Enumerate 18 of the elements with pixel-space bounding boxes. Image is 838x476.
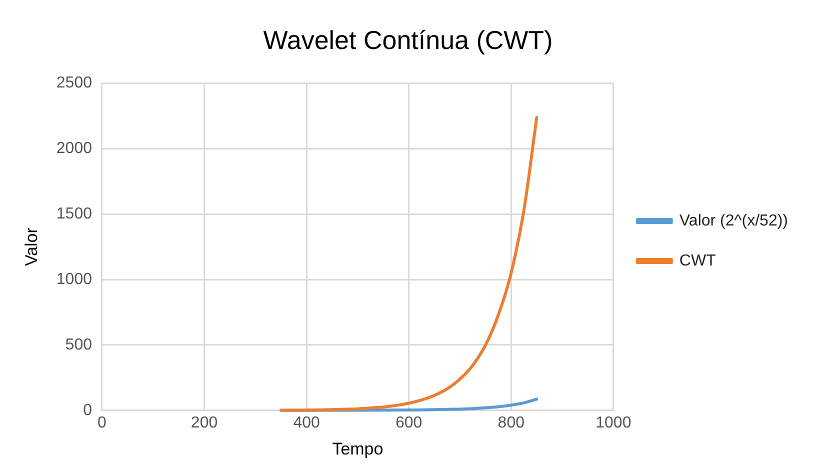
x-tick-label: 400 [293, 414, 320, 432]
x-axis-title: Tempo [332, 439, 384, 458]
line-series [279, 116, 538, 412]
x-tick-label: 1000 [596, 414, 632, 432]
y-tick-label: 2000 [56, 140, 92, 158]
y-tick-label: 500 [65, 336, 92, 354]
y-tick-label: 2500 [56, 74, 92, 92]
y-axis-title: Valor [22, 227, 41, 266]
y-tick-label: 1000 [56, 270, 92, 288]
x-tick-label: 800 [498, 414, 525, 432]
x-tick-label: 0 [98, 414, 107, 432]
chart-title: Wavelet Contínua (CWT) [263, 24, 553, 55]
y-tick-label: 0 [83, 402, 92, 419]
legend-label: Valor (2^(x/52)) [679, 212, 788, 230]
legend-label: CWT [679, 252, 716, 270]
x-tick-label: 200 [190, 414, 218, 432]
x-tick-label: 600 [396, 414, 422, 432]
y-tick-label: 1500 [56, 205, 92, 222]
